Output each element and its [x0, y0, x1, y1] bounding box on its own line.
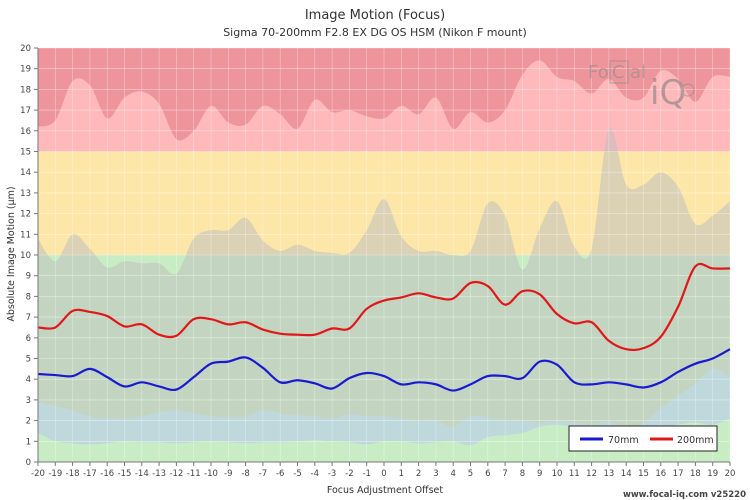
logo-text-fo: Fo [588, 62, 609, 83]
x-tick-label-4: 4 [450, 469, 455, 479]
x-axis-label: Focus Adjustment Offset [327, 485, 444, 496]
x-tick-label--13: -13 [152, 469, 166, 479]
x-tick-label-11: 11 [569, 469, 580, 479]
x-tick-label-13: 13 [603, 469, 614, 479]
x-tick-label-1: 1 [399, 469, 404, 479]
logo-text-iq: iQ [650, 73, 686, 113]
footer-credit: www.focal-iq.com v25220 [623, 490, 746, 500]
y-tick-label-18: 18 [20, 85, 31, 95]
logo-text-c: C [612, 62, 625, 83]
x-tick-label--18: -18 [66, 469, 80, 479]
x-tick-label--10: -10 [204, 469, 218, 479]
chart-title: Image Motion (Focus) [305, 8, 445, 23]
x-tick-label--7: -7 [259, 469, 267, 479]
y-tick-label-16: 16 [20, 127, 31, 137]
y-tick-label-1: 1 [26, 437, 31, 447]
y-tick-label-9: 9 [26, 272, 31, 282]
x-tick-label-15: 15 [638, 469, 649, 479]
y-tick-label-12: 12 [20, 210, 31, 220]
logo-text-al: al [630, 62, 646, 83]
x-tick-label-6: 6 [485, 469, 490, 479]
x-tick-label-9: 9 [537, 469, 542, 479]
focal-iq-logo: Fo C al iQ [588, 60, 695, 113]
x-tick-label-7: 7 [502, 469, 507, 479]
x-tick-label--6: -6 [276, 469, 284, 479]
x-tick-label--5: -5 [293, 469, 301, 479]
legend-label-70mm: 70mm [608, 435, 639, 446]
x-tick-label-20: 20 [725, 469, 736, 479]
y-tick-label-14: 14 [20, 168, 31, 178]
x-tick-label-12: 12 [586, 469, 597, 479]
y-tick-label-7: 7 [26, 313, 31, 323]
y-tick-label-0: 0 [26, 458, 31, 468]
x-tick-label-19: 19 [707, 469, 718, 479]
y-tick-label-4: 4 [26, 375, 31, 385]
x-tick-label-5: 5 [468, 469, 473, 479]
x-tick-label-10: 10 [552, 469, 563, 479]
y-tick-label-10: 10 [20, 251, 31, 261]
x-tick-label--3: -3 [328, 469, 336, 479]
x-tick-label-16: 16 [655, 469, 666, 479]
logo-c-box [609, 60, 629, 84]
chart-subtitle: Sigma 70-200mm F2.8 EX DG OS HSM (Nikon … [223, 26, 527, 39]
x-tick-label--16: -16 [100, 469, 114, 479]
magnifier-icon [681, 83, 695, 97]
x-tick-label--15: -15 [118, 469, 132, 479]
legend: 70mm 200mm [568, 425, 718, 452]
x-tick-label--12: -12 [169, 469, 183, 479]
x-tick-label-2: 2 [416, 469, 421, 479]
x-tick-label--2: -2 [345, 469, 353, 479]
x-tick-label-0: 0 [381, 469, 386, 479]
x-tick-label-18: 18 [690, 469, 701, 479]
y-tick-label-11: 11 [20, 230, 31, 240]
x-tick-label--19: -19 [48, 469, 62, 479]
spread-bands [38, 48, 730, 446]
x-tick-label--4: -4 [311, 469, 319, 479]
x-tick-label--20: -20 [31, 469, 45, 479]
x-tick-label--8: -8 [241, 469, 249, 479]
y-axis-label: Absolute Image Motion (μm) [6, 186, 17, 321]
series-lines [37, 262, 731, 392]
y-tick-label-2: 2 [26, 417, 31, 427]
gridlines [37, 47, 731, 463]
band-70mm-spread [38, 368, 730, 446]
y-tick-label-5: 5 [26, 355, 31, 365]
y-tick-label-13: 13 [20, 189, 31, 199]
y-tick-label-3: 3 [26, 396, 31, 406]
y-tick-label-6: 6 [26, 334, 31, 344]
y-tick-label-15: 15 [20, 148, 31, 158]
x-tick-label--9: -9 [224, 469, 232, 479]
y-tick-label-20: 20 [20, 44, 31, 54]
y-tick-label-17: 17 [20, 106, 31, 116]
band-200mm-upper-spread [38, 48, 730, 141]
x-tick-label--17: -17 [83, 469, 97, 479]
band-200mm-spread [38, 127, 730, 428]
legend-label-200mm: 200mm [677, 435, 714, 446]
x-tick-label--14: -14 [135, 469, 149, 479]
x-tick-label-8: 8 [520, 469, 525, 479]
x-tick-label-17: 17 [673, 469, 684, 479]
x-tick-label--1: -1 [362, 469, 370, 479]
x-tick-label-3: 3 [433, 469, 438, 479]
x-tick-label--11: -11 [187, 469, 201, 479]
y-tick-label-8: 8 [26, 292, 31, 302]
y-tick-label-19: 19 [20, 65, 31, 75]
x-tick-label-14: 14 [621, 469, 632, 479]
